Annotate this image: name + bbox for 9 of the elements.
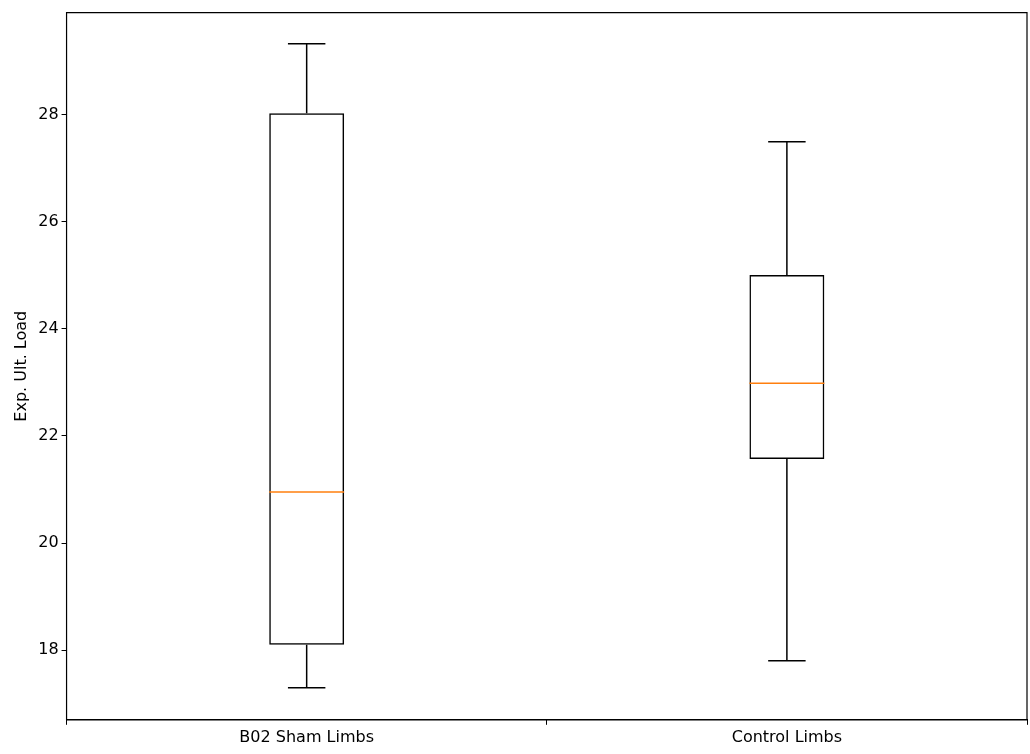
- y-tick-label: 22: [38, 425, 59, 444]
- x-tick-label: B02 Sham Limbs: [239, 726, 374, 746]
- y-tick-label: 28: [38, 103, 59, 123]
- y-tick-label: 18: [38, 639, 59, 659]
- x-tick-label: Control Limbs: [731, 726, 843, 746]
- y-tick-label: 20: [38, 532, 59, 552]
- y-axis-title: Exp. Ult. Load: [10, 310, 30, 422]
- y-tick-label: 24: [38, 317, 59, 337]
- y-tick-label: 26: [38, 210, 59, 230]
